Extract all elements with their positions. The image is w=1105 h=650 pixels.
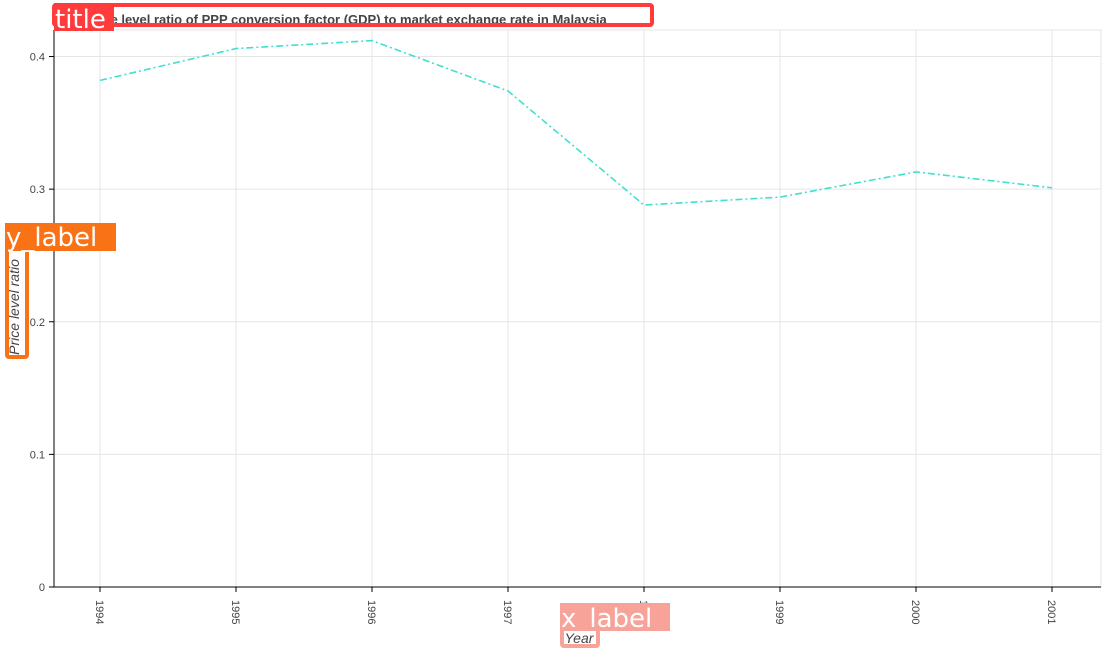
grid [53, 29, 1102, 588]
y-tick-label: 0.1 [30, 449, 45, 461]
x-tick-label: 1995 [229, 600, 241, 624]
x-tick-label: 1997 [501, 600, 513, 624]
x-label-annotation-tag [560, 603, 670, 631]
y-axis-title: Price level ratio [6, 259, 22, 355]
x-tick-label: 2000 [909, 600, 921, 624]
x-tick-label: 1994 [93, 600, 105, 624]
x-axis-title: Year [565, 630, 595, 646]
x-label-annotation-text: x_label [561, 604, 652, 634]
y-label-annotation: y_label [5, 223, 116, 359]
series-line [99, 39, 1053, 206]
axes: 00.10.20.30.4199419951996199719981999200… [30, 30, 1101, 624]
title-annotation: title [52, 3, 654, 35]
x-tick-label: 1999 [773, 600, 785, 624]
x-tick-label: 2001 [1045, 600, 1057, 624]
title-annotation-text: title [55, 5, 106, 35]
y-label-annotation-tag [5, 223, 116, 251]
y-tick-label: 0.3 [30, 184, 45, 196]
x-label-annotation: x_label [560, 603, 670, 648]
x-tick-label: 1996 [365, 600, 377, 624]
series-layer [99, 39, 1053, 206]
y-tick-label: 0.4 [30, 52, 45, 64]
y-tick-label: 0 [39, 582, 45, 594]
title-annotation-tag [54, 3, 114, 31]
y-tick-label: 0.2 [30, 317, 45, 329]
y-label-annotation-text: y_label [6, 223, 97, 253]
plot-frame [53, 29, 1102, 588]
